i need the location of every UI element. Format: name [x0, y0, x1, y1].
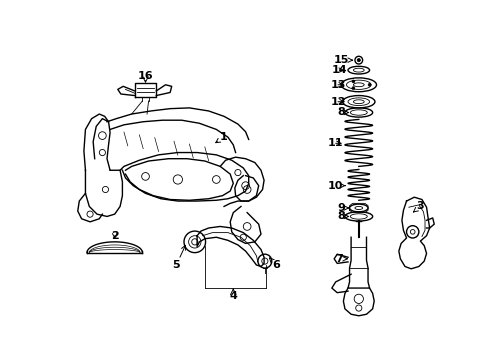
Text: 6: 6 [269, 258, 280, 270]
Text: 2: 2 [111, 231, 118, 241]
Text: 10: 10 [326, 181, 345, 191]
Text: 15: 15 [333, 55, 352, 65]
Text: 13: 13 [330, 80, 345, 90]
Circle shape [351, 86, 354, 90]
Circle shape [357, 59, 360, 62]
Text: 5: 5 [172, 246, 185, 270]
Text: 9: 9 [336, 203, 348, 213]
Circle shape [351, 80, 354, 83]
Text: 14: 14 [331, 65, 346, 75]
Text: 1: 1 [215, 132, 227, 143]
Text: 16: 16 [138, 71, 153, 81]
Text: 4: 4 [229, 291, 237, 301]
Circle shape [367, 83, 370, 86]
Text: 8: 8 [337, 108, 348, 117]
Text: 7: 7 [335, 254, 346, 264]
Text: 8: 8 [337, 211, 348, 221]
Text: 11: 11 [327, 138, 343, 148]
Text: 3: 3 [412, 202, 424, 212]
Text: 12: 12 [329, 97, 345, 107]
